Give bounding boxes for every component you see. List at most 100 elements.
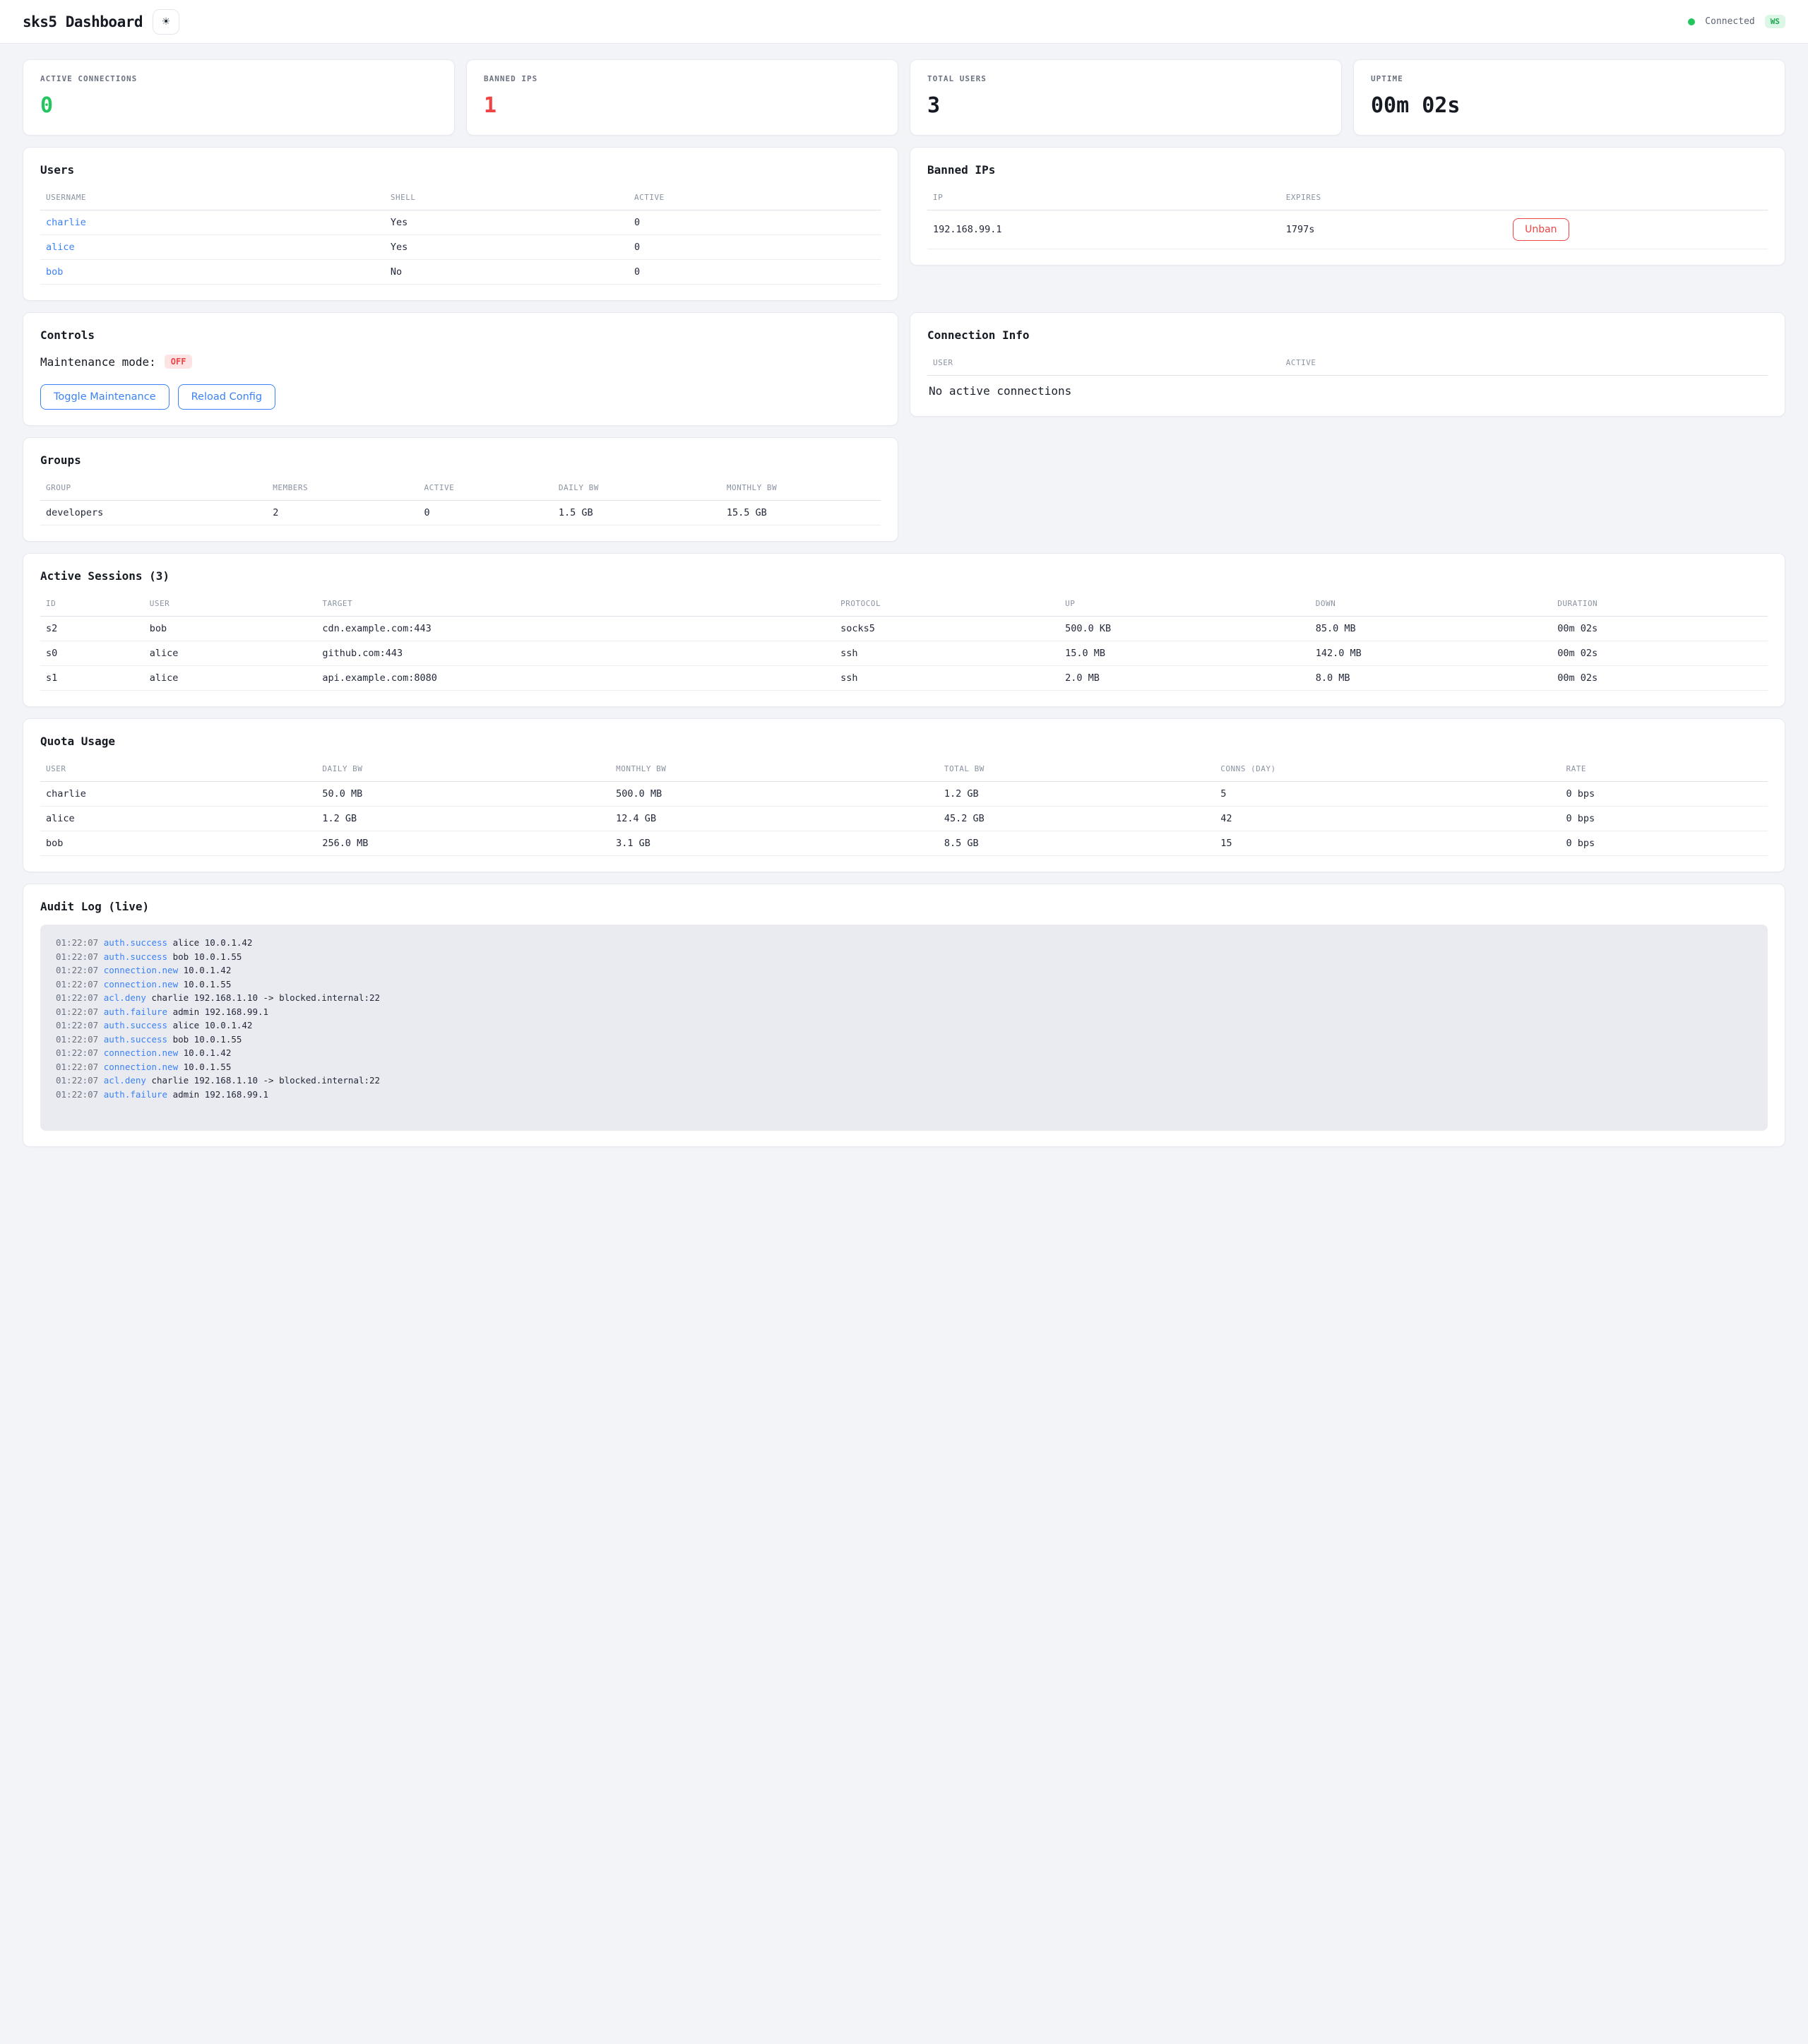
- column-header: [1507, 186, 1768, 210]
- rate-cell: 0 bps: [1560, 781, 1768, 807]
- users-panel-title: Users: [40, 163, 75, 177]
- connection-status-text: Connected: [1705, 16, 1755, 27]
- connection-info-panel-title: Connection Info: [927, 328, 1030, 342]
- protocol-cell: ssh: [835, 641, 1060, 666]
- username-cell: bob: [40, 259, 385, 285]
- column-header: ID: [40, 593, 144, 617]
- controls-panel: Controls Maintenance mode: OFF Toggle Ma…: [23, 312, 898, 426]
- banned-ips-panel-title: Banned IPs: [927, 163, 996, 177]
- banned-ips-table: IP EXPIRES 192.168.99.1 1797s Unban: [927, 186, 1768, 249]
- protocol-cell: socks5: [835, 616, 1060, 641]
- column-header: USER: [143, 593, 317, 617]
- total-bw-cell: 8.5 GB: [938, 831, 1215, 856]
- monthly-bw-cell: 12.4 GB: [610, 806, 939, 831]
- column-header: USERNAME: [40, 186, 385, 210]
- stat-card-banned-ips: BANNED IPS 1: [466, 59, 898, 136]
- column-header: DAILY BW: [552, 477, 721, 501]
- log-event-type: auth.failure: [103, 1088, 173, 1100]
- groups-panel: Groups GROUP MEMBERS ACTIVE DAILY BW MONTHLY…: [23, 437, 898, 542]
- conns-cell: 42: [1215, 806, 1561, 831]
- table-row: s0 alice github.com:443 ssh 15.0 MB 142.0 MB 0…: [40, 641, 1768, 666]
- log-event-type: connection.new: [103, 1047, 184, 1058]
- groups-table: GROUP MEMBERS ACTIVE DAILY BW MONTHLY BW dev…: [40, 477, 881, 525]
- user-cell: bob: [40, 831, 317, 856]
- users-table: USERNAME SHELL ACTIVE charlie Yes 0 alice Yes 0…: [40, 186, 881, 285]
- monthly-bw-cell: 3.1 GB: [610, 831, 939, 856]
- maintenance-status-badge: OFF: [164, 355, 193, 369]
- stat-value: 00m 02s: [1371, 93, 1461, 118]
- user-cell: alice: [143, 641, 317, 666]
- active-cell: 0: [418, 500, 553, 525]
- log-timestamp: 01:22:07: [56, 1020, 104, 1030]
- expires-cell: 1797s: [1280, 210, 1508, 249]
- username-cell: alice: [40, 234, 385, 260]
- no-active-connections-text: No active connections: [929, 384, 1072, 398]
- log-detail: alice 10.0.1.42: [172, 1020, 253, 1030]
- column-header: TARGET: [316, 593, 835, 617]
- column-header: RATE: [1560, 758, 1768, 782]
- audit-log-line: 01:22:07 auth.success bob 10.0.1.55: [56, 1033, 1752, 1047]
- column-header: MEMBERS: [267, 477, 419, 501]
- toggle-maintenance-button[interactable]: Toggle Maintenance: [40, 384, 170, 410]
- theme-toggle-button[interactable]: ☀: [153, 8, 180, 35]
- user-cell: alice: [40, 806, 317, 831]
- table-row: bob 256.0 MB 3.1 GB 8.5 GB 15 0 bps: [40, 831, 1768, 856]
- duration-cell: 00m 02s: [1552, 665, 1768, 691]
- stats-row: ACTIVE CONNECTIONS 0 BANNED IPS 1 TOTAL …: [23, 59, 1785, 136]
- column-header: DURATION: [1552, 593, 1768, 617]
- log-event-type: connection.new: [103, 978, 184, 990]
- monthly-bw-cell: 500.0 MB: [610, 781, 939, 807]
- log-event-type: acl.deny: [103, 992, 152, 1003]
- down-cell: 8.0 MB: [1309, 665, 1552, 691]
- log-event-type: acl.deny: [103, 1075, 152, 1086]
- active-cell: 0: [628, 210, 881, 235]
- table-row: charlie 50.0 MB 500.0 MB 1.2 GB 5 0 bps: [40, 781, 1768, 807]
- column-header: TOTAL BW: [938, 758, 1215, 782]
- table-row: bob No 0: [40, 259, 881, 285]
- column-header: USER: [927, 352, 1280, 376]
- down-cell: 142.0 MB: [1309, 641, 1552, 666]
- log-detail: charlie 192.168.1.10 -> blocked.internal…: [151, 1075, 381, 1086]
- column-header: ACTIVE: [1280, 352, 1768, 376]
- duration-cell: 00m 02s: [1552, 616, 1768, 641]
- audit-log-line: 01:22:07 auth.success alice 10.0.1.42: [56, 936, 1752, 950]
- action-cell: Unban: [1507, 210, 1768, 249]
- reload-config-button[interactable]: Reload Config: [177, 384, 276, 410]
- ip-cell: 192.168.99.1: [927, 210, 1280, 249]
- unban-button[interactable]: Unban: [1513, 218, 1569, 241]
- audit-log-line: 01:22:07 auth.success alice 10.0.1.42: [56, 1018, 1752, 1033]
- column-header: DAILY BW: [316, 758, 611, 782]
- user-link[interactable]: alice: [46, 242, 75, 253]
- stat-label: TOTAL USERS: [927, 74, 987, 83]
- total-bw-cell: 1.2 GB: [938, 781, 1215, 807]
- column-header: USER: [40, 758, 317, 782]
- audit-log-panel-title: Audit Log (live): [40, 900, 150, 913]
- column-header: GROUP: [40, 477, 268, 501]
- shell-cell: No: [384, 259, 629, 285]
- stat-label: UPTIME: [1371, 74, 1403, 83]
- audit-log-line: 01:22:07 connection.new 10.0.1.42: [56, 1046, 1752, 1060]
- daily-bw-cell: 1.5 GB: [552, 500, 721, 525]
- column-header: SHELL: [384, 186, 629, 210]
- table-row: 192.168.99.1 1797s Unban: [927, 210, 1768, 249]
- log-event-type: auth.success: [103, 951, 173, 962]
- log-timestamp: 01:22:07: [56, 978, 104, 990]
- quota-usage-panel: Quota Usage USER DAILY BW MONTHLY BW TOTAL …: [23, 718, 1785, 872]
- log-detail: bob 10.0.1.55: [172, 951, 242, 962]
- audit-log-line: 01:22:07 auth.success bob 10.0.1.55: [56, 950, 1752, 964]
- group-cell: developers: [40, 500, 268, 525]
- user-link[interactable]: charlie: [46, 217, 86, 228]
- audit-log-line: 01:22:07 auth.failure admin 192.168.99.1: [56, 1088, 1752, 1102]
- column-header: DOWN: [1309, 593, 1552, 617]
- log-timestamp: 01:22:07: [56, 1033, 104, 1045]
- log-event-type: connection.new: [103, 965, 184, 975]
- table-row: developers 2 0 1.5 GB 15.5 GB: [40, 500, 881, 525]
- maintenance-mode-label: Maintenance mode:: [40, 355, 156, 369]
- rate-cell: 0 bps: [1560, 806, 1768, 831]
- column-header: ACTIVE: [628, 186, 881, 210]
- conns-cell: 15: [1215, 831, 1561, 856]
- log-detail: 10.0.1.42: [183, 965, 232, 975]
- user-link[interactable]: bob: [46, 266, 64, 278]
- column-header: UP: [1059, 593, 1310, 617]
- users-panel: Users USERNAME SHELL ACTIVE charlie Yes 0 ali…: [23, 147, 898, 301]
